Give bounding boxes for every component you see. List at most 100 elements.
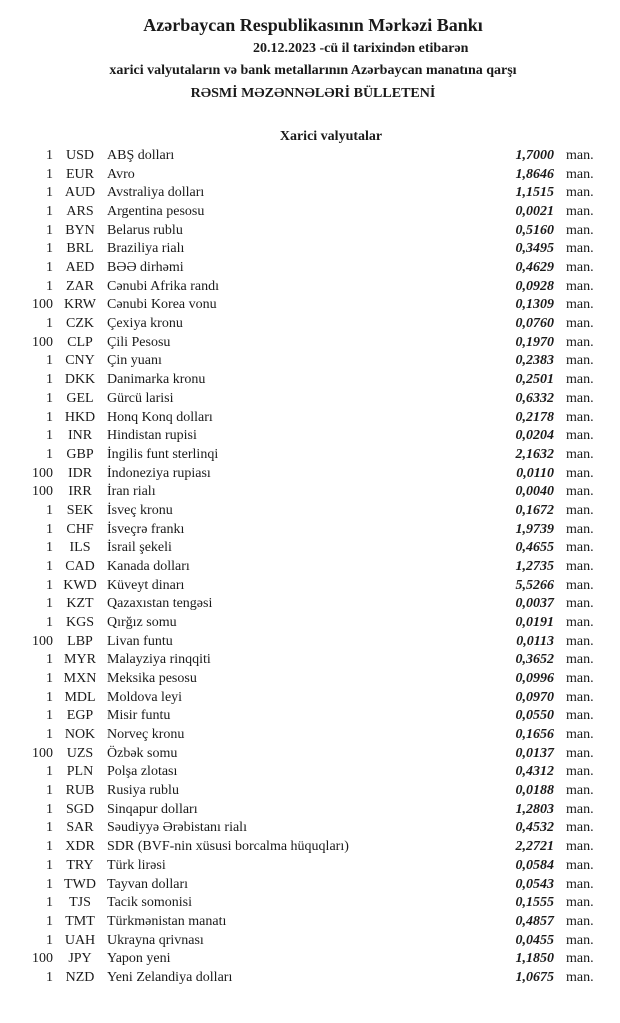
unit-amount: 1 [46, 876, 53, 892]
currency-code: HKD [64, 409, 96, 425]
exchange-rate: 0,2383 [515, 353, 555, 369]
currency-code: SEK [66, 502, 94, 518]
currency-unit: man. [566, 727, 594, 743]
currency-name: Misir funtu [107, 708, 171, 724]
table-row: 1 BRL Braziliya rialı 0,3495 man. [0, 241, 620, 259]
currency-unit: man. [566, 297, 594, 313]
currency-unit: man. [566, 372, 594, 388]
table-row: 1 SAR Səudiyyə Ərəbistanı rialı 0,4532 man. [0, 820, 620, 838]
unit-amount: 1 [46, 446, 53, 462]
bulletin-title: RƏSMİ MƏZƏNNƏLƏRİ BÜLLETENİ [190, 86, 436, 101]
unit-amount: 100 [32, 633, 53, 649]
exchange-rate: 5,5266 [515, 577, 555, 593]
exchange-rate: 0,0760 [515, 316, 555, 332]
currency-name: İngilis funt sterlinqi [107, 446, 219, 462]
currency-unit: man. [566, 502, 594, 518]
currency-unit: man. [566, 278, 594, 294]
table-row: 1 PLN Polşa zlotası 0,4312 man. [0, 764, 620, 782]
table-row: 1 EUR Avro 1,8646 man. [0, 167, 620, 185]
exchange-rate: 0,4312 [515, 764, 555, 780]
table-row: 100 IRR İran rialı 0,0040 man. [0, 484, 620, 502]
unit-amount: 1 [46, 148, 53, 163]
unit-amount: 1 [46, 278, 53, 294]
currency-name: Danimarka kronu [107, 372, 206, 388]
exchange-rate: 0,0996 [515, 671, 555, 687]
currency-name: Argentina pesosu [107, 204, 205, 220]
exchange-rate: 0,4655 [515, 540, 555, 556]
currency-name: İsveç kronu [107, 502, 173, 518]
table-row: 1 NOK Norveç kronu 0,1656 man. [0, 727, 620, 745]
currency-code: JPY [68, 951, 92, 967]
unit-amount: 1 [46, 839, 53, 855]
exchange-rate: 0,0550 [515, 708, 555, 724]
currency-name: Tacik somonisi [107, 895, 192, 911]
currency-code: LBP [67, 633, 93, 649]
currency-code: MYR [64, 652, 96, 668]
currency-name: Küveyt dinarı [107, 577, 185, 593]
currency-unit: man. [566, 465, 594, 481]
currency-code: TJS [69, 895, 91, 911]
currency-unit: man. [566, 558, 594, 574]
currency-code: UAH [64, 932, 96, 948]
unit-amount: 1 [46, 895, 53, 911]
currency-unit: man. [566, 222, 594, 238]
currency-code: MDL [64, 689, 96, 705]
unit-amount: 1 [46, 652, 53, 668]
table-row: 1 ZAR Cənubi Afrika randı 0,0928 man. [0, 279, 620, 297]
unit-amount: 1 [46, 783, 53, 799]
currency-unit: man. [566, 540, 594, 556]
unit-amount: 1 [46, 353, 53, 369]
exchange-rate: 0,0137 [515, 745, 555, 761]
table-row: 1 GBP İngilis funt sterlinqi 2,1632 man. [0, 447, 620, 465]
table-row: 1 CHF İsveçrə frankı 1,9739 man. [0, 522, 620, 540]
table-row: 1 UAH Ukrayna qrivnası 0,0455 man. [0, 933, 620, 951]
table-row: 1 MYR Malayziya rinqqiti 0,3652 man. [0, 652, 620, 670]
currency-name: İndoneziya rupiası [107, 465, 211, 481]
currency-unit: man. [566, 353, 594, 369]
exchange-rate: 1,9739 [515, 521, 555, 537]
exchange-rate: 1,0675 [515, 969, 555, 985]
table-row: 1 USD ABŞ dolları 1,7000 man. [0, 148, 620, 166]
currency-unit: man. [566, 820, 594, 836]
currency-code: BYN [65, 222, 95, 238]
currency-unit: man. [566, 913, 594, 929]
exchange-rate: 0,0110 [516, 465, 554, 481]
currency-code: RUB [65, 783, 95, 799]
currency-unit: man. [566, 745, 594, 761]
exchange-rate: 0,4857 [515, 913, 555, 929]
currency-unit: man. [566, 764, 594, 780]
currency-name: Çili Pesosu [107, 334, 171, 350]
unit-amount: 1 [46, 558, 53, 574]
currency-name: Çin yuanı [107, 353, 162, 369]
exchange-rate: 0,4532 [515, 820, 555, 836]
unit-amount: 1 [46, 671, 53, 687]
table-row: 1 SEK İsveç kronu 0,1672 man. [0, 503, 620, 521]
currency-code: CLP [67, 334, 93, 350]
currency-name: Ukrayna qrivnası [107, 932, 204, 948]
currency-code: CHF [66, 521, 94, 537]
currency-name: Səudiyyə Ərəbistanı rialı [107, 820, 247, 836]
currency-name: Qazaxıstan tengəsi [107, 596, 213, 612]
unit-amount: 1 [46, 260, 53, 276]
currency-unit: man. [566, 839, 594, 855]
exchange-rate: 1,2735 [515, 558, 555, 574]
currency-code: NOK [64, 727, 96, 743]
table-row: 1 EGP Misir funtu 0,0550 man. [0, 708, 620, 726]
currency-unit: man. [566, 446, 594, 462]
currency-name: Rusiya rublu [107, 783, 179, 799]
currency-name: Hindistan rupisi [107, 428, 197, 444]
table-row: 1 KGS Qırğız somu 0,0191 man. [0, 615, 620, 633]
table-row: 1 CZK Çexiya kronu 0,0760 man. [0, 316, 620, 334]
currency-name: Türk lirəsi [107, 857, 166, 873]
currency-name: Türkmənistan manatı [107, 913, 227, 929]
exchange-rate: 2,2721 [515, 839, 555, 855]
currency-name: Tayvan dolları [107, 876, 189, 892]
currency-code: CAD [65, 558, 95, 574]
effective-date-line: 20.12.2023 -cü il tarixindən etibarən [253, 41, 469, 56]
currency-code: KZT [66, 596, 94, 612]
unit-amount: 1 [46, 222, 53, 238]
currency-code: PLN [66, 764, 94, 780]
currency-code: CZK [66, 316, 94, 332]
table-row: 1 RUB Rusiya rublu 0,0188 man. [0, 783, 620, 801]
table-row: 1 ILS İsrail şekeli 0,4655 man. [0, 540, 620, 558]
